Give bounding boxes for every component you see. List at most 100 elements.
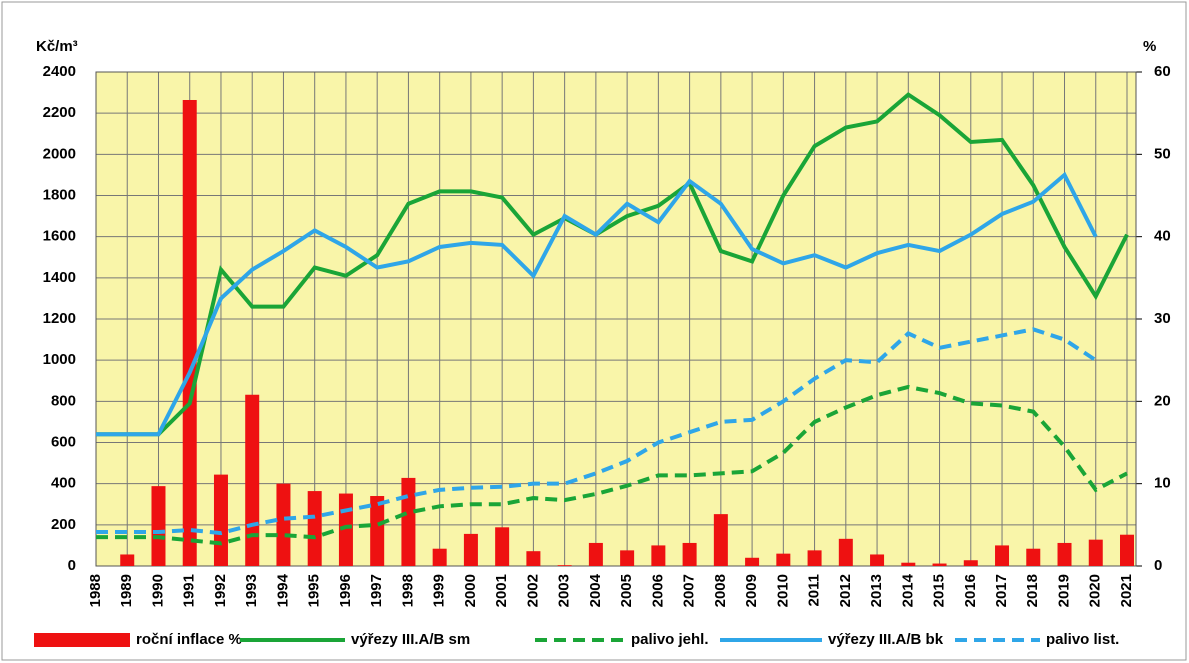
y-tick-label: 1200 xyxy=(43,310,76,327)
line xyxy=(96,384,1128,546)
x-tick-label: 2011 xyxy=(806,574,823,607)
x-tick-label: 1990 xyxy=(149,574,166,607)
bar xyxy=(713,514,728,566)
line xyxy=(96,327,1097,536)
x-tick-label: 1995 xyxy=(306,574,323,607)
legend-label: výřezy III.A/B sm xyxy=(351,631,470,648)
y-tick-label: 800 xyxy=(51,392,76,409)
y2-tick-label: 40 xyxy=(1154,228,1171,245)
legend-label: roční inflace % xyxy=(136,631,242,648)
y-axis-label: Kč/m³ xyxy=(36,38,78,55)
bar xyxy=(1057,542,1072,566)
x-tick-label: 2005 xyxy=(618,574,635,607)
x-tick-label: 2001 xyxy=(493,574,510,607)
y-tick-label: 1600 xyxy=(43,228,76,245)
x-tick-label: 1994 xyxy=(274,573,291,607)
y2-tick-label: 20 xyxy=(1154,392,1171,409)
x-tick-label: 1988 xyxy=(87,574,104,607)
y-tick-label: 1000 xyxy=(43,351,76,368)
x-tick-label: 2014 xyxy=(899,573,916,607)
x-tick-label: 2007 xyxy=(681,574,698,607)
y-tick-label: 200 xyxy=(51,516,76,533)
y2-tick-label: 0 xyxy=(1154,557,1162,574)
y2-axis-label: % xyxy=(1143,38,1156,55)
x-tick-label: 2002 xyxy=(524,574,541,607)
x-tick-label: 2018 xyxy=(1024,574,1041,607)
x-tick-label: 2021 xyxy=(1118,574,1135,607)
bar xyxy=(776,553,791,566)
x-tick-label: 2012 xyxy=(837,574,854,607)
legend-label: palivo list. xyxy=(1046,631,1119,648)
x-tick-label: 2009 xyxy=(743,574,760,607)
bar xyxy=(276,483,291,566)
y-tick-label: 2200 xyxy=(43,104,76,121)
y-tick-label: 2400 xyxy=(43,63,76,80)
bar xyxy=(213,474,228,566)
x-tick-label: 1997 xyxy=(368,574,385,607)
bar xyxy=(432,548,447,566)
x-tick-label: 1991 xyxy=(181,574,198,607)
x-tick-label: 1996 xyxy=(337,574,354,607)
bar xyxy=(651,545,666,566)
legend-swatch xyxy=(34,633,130,647)
bar xyxy=(932,563,947,566)
x-tick-label: 2019 xyxy=(1055,574,1072,607)
bar xyxy=(838,538,853,566)
legend-label: palivo jehl. xyxy=(631,631,709,648)
bar xyxy=(1026,548,1041,566)
bar xyxy=(151,486,166,566)
x-tick-label: 2020 xyxy=(1087,574,1104,607)
bar xyxy=(307,491,322,566)
y-tick-label: 400 xyxy=(51,475,76,492)
bar xyxy=(682,542,697,566)
bar xyxy=(963,560,978,566)
bar xyxy=(120,554,135,566)
x-tick-label: 1998 xyxy=(399,574,416,607)
y2-tick-label: 50 xyxy=(1154,145,1171,162)
x-tick-label: 1992 xyxy=(212,574,229,607)
line xyxy=(96,92,1129,437)
y2-tick-label: 10 xyxy=(1154,475,1171,492)
bar xyxy=(870,554,885,566)
x-tick-label: 2008 xyxy=(712,574,729,607)
bar xyxy=(463,533,478,566)
x-tick-label: 2010 xyxy=(774,574,791,607)
x-tick-label: 2015 xyxy=(931,574,948,607)
bar xyxy=(245,394,260,566)
bar xyxy=(588,542,603,566)
bar xyxy=(557,565,572,566)
x-tick-label: 1999 xyxy=(431,574,448,607)
bar xyxy=(1120,534,1134,566)
x-tick-label: 2004 xyxy=(587,573,604,607)
bar xyxy=(370,496,385,566)
x-tick-label: 2013 xyxy=(868,574,885,607)
y-tick-label: 1400 xyxy=(43,269,76,286)
x-tick-label: 2017 xyxy=(993,574,1010,607)
x-tick-label: 2006 xyxy=(649,574,666,607)
y-tick-label: 1800 xyxy=(43,186,76,203)
plot-border xyxy=(95,71,1137,567)
line xyxy=(96,171,1098,437)
y2-tick-label: 30 xyxy=(1154,310,1171,327)
legend-label: výřezy III.A/B bk xyxy=(828,631,944,648)
bar xyxy=(526,551,541,566)
bar xyxy=(745,557,760,566)
bar xyxy=(401,477,416,566)
x-tick-label: 2003 xyxy=(556,574,573,607)
bar xyxy=(620,550,635,566)
x-tick-label: 2000 xyxy=(462,574,479,607)
y-tick-label: 600 xyxy=(51,433,76,450)
bar xyxy=(182,99,197,566)
x-tick-label: 1989 xyxy=(118,574,135,607)
bar xyxy=(901,562,916,566)
y2-tick-label: 60 xyxy=(1154,63,1171,80)
bar xyxy=(995,545,1010,566)
bar xyxy=(807,550,822,566)
bar xyxy=(1088,539,1103,566)
x-tick-label: 1993 xyxy=(243,574,260,607)
x-tick-label: 2016 xyxy=(962,574,979,607)
bar xyxy=(495,527,510,566)
y-tick-label: 0 xyxy=(68,557,76,574)
y-tick-label: 2000 xyxy=(43,145,76,162)
